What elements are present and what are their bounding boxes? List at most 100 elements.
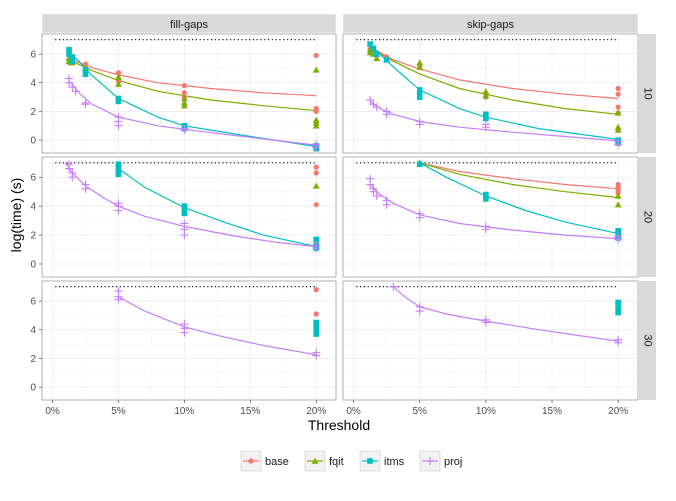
data-point-fqit [614,126,622,133]
data-point-itms [416,94,423,100]
x-tick-label: 10% [174,406,194,417]
data-point-itms [313,319,320,326]
data-point-proj [114,206,123,215]
fit-curve-base [68,57,317,97]
data-point-fqit [115,73,122,80]
y-tick-label: 0 [30,259,36,270]
facet-strip-skip-gaps [342,13,639,34]
data-point-itms [66,51,72,57]
x-tick-label: 5% [111,406,126,417]
data-point-fqit [373,54,381,62]
data-point-fqit [416,63,424,70]
data-point-itms [373,51,380,57]
y-tick-label: 6 [30,50,36,61]
y-tick-label: 2 [30,107,36,118]
data-point-itms [615,309,621,316]
legend-item-itms: itms [359,450,405,472]
data-point-proj [372,103,381,112]
data-point-proj [389,282,398,291]
data-point-fqit [115,80,122,87]
x-tick-label: 0% [346,406,361,417]
data-point-base [181,90,187,96]
data-point-itms [483,111,489,118]
data-point-proj [415,120,424,129]
data-point-itms [615,299,621,306]
y-tick-label: 2 [30,354,36,365]
data-point-itms [416,87,423,93]
legend-label: itms [384,456,405,468]
data-point-fqit [614,192,622,199]
x-tick-label: 20% [608,406,628,417]
axis-layer: 0 2 4 6 0 2 4 6 0 2 4 6 0% 5% 10% 15% 20% 0% 5% 10% 15% 20% [30,50,628,417]
legend-item-fqit: fqit [304,450,344,472]
data-point-proj [65,164,74,173]
y-tick-label: 6 [30,173,36,184]
fit-curve-proj [369,184,619,240]
x-tick-label: 0% [45,406,60,417]
data-point-itms [115,98,122,105]
data-point-proj [366,95,375,104]
data-point-itms [82,67,89,73]
data-point-fqit [180,102,188,109]
data-point-itms [181,210,188,217]
x-axis-title: Threshold [308,417,370,433]
data-point-fqit [482,92,490,99]
data-point-itms [115,168,122,175]
data-point-itms [370,45,377,52]
data-point-proj [81,100,90,109]
data-point-proj [180,126,189,135]
data-point-proj [366,180,375,189]
data-point-proj [369,187,378,196]
data-point-base [313,52,319,59]
data-point-proj [382,110,391,119]
legend-key-itms [367,458,373,464]
facet-strip-row-30 [639,281,656,400]
data-point-itms [115,171,122,178]
data-point-itms [69,54,76,60]
fit-curve-fqit [419,162,619,199]
legend-label: fqit [329,456,344,468]
data-point-base [615,91,621,97]
data-point-base [313,164,319,170]
legend-label: proj [444,456,462,468]
legend-item-proj: proj [419,450,462,472]
data-point-base [313,287,319,293]
data-point-base [313,311,319,317]
y-tick-label: 4 [30,325,36,336]
data-point-proj [180,328,189,337]
data-point-fqit [180,95,188,102]
fit-curve-itms [369,45,619,140]
y-tick-label: 0 [30,383,36,394]
panels-layer: fill-gaps skip-gaps 10 20 30 [41,13,656,401]
data-point-proj [415,213,424,222]
data-point-itms [181,207,188,214]
data-point-base [615,85,621,92]
panel-fill-gaps-10 [41,33,337,154]
facet-row-label: 10 [642,87,654,99]
legend-key-base [248,458,254,464]
x-tick-label: 15% [240,406,260,417]
data-point-itms [615,227,621,234]
facet-row-label: 30 [642,334,654,346]
data-point-fqit [312,122,320,129]
facet-strip-row-20 [639,157,656,277]
fit-curve-itms [68,52,317,148]
facet-column-label: skip-gaps [467,19,515,31]
panel-skip-gaps-10 [342,33,639,154]
data-point-proj [372,192,381,201]
facet-row-label: 20 [642,211,654,223]
data-point-itms [313,236,320,243]
data-point-base [181,83,187,89]
data-point-itms [483,191,489,198]
fit-curve-proj [392,286,619,342]
y-axis-title: log(time) (s) [8,178,24,253]
data-point-proj [81,184,90,193]
y-tick-label: 6 [30,297,36,308]
data-point-proj [114,121,123,130]
x-tick-label: 10% [476,406,496,417]
data-point-proj [312,244,321,253]
data-point-itms [69,58,76,65]
data-point-proj [114,295,123,304]
data-point-proj [481,123,490,132]
